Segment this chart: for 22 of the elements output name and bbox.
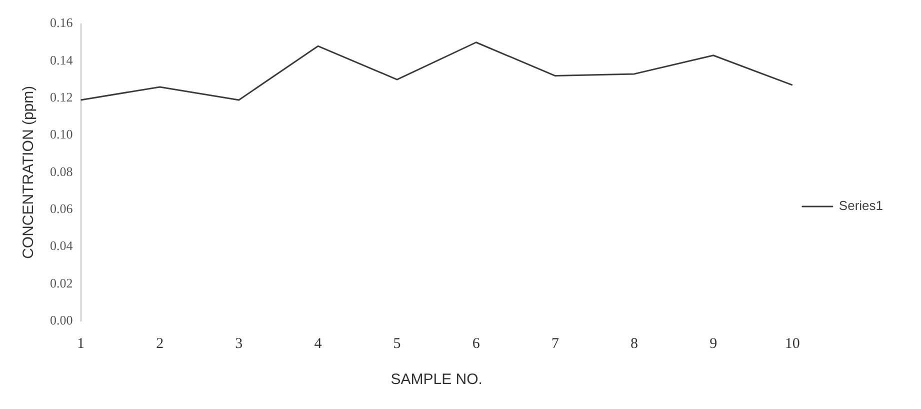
x-tick-label: 3 xyxy=(235,336,243,352)
x-tick-label: 8 xyxy=(630,336,638,352)
x-tick-label: 2 xyxy=(156,336,164,352)
y-tick-label: 0.12 xyxy=(50,90,73,105)
x-tick-label: 7 xyxy=(551,336,560,352)
y-tick-label: 0.06 xyxy=(50,200,74,216)
y-axis-title: CONCENTRATION (ppm) xyxy=(20,86,38,259)
y-tick-label: 0.04 xyxy=(50,238,74,254)
x-tick-label: 10 xyxy=(784,336,800,352)
x-tick-label: 4 xyxy=(314,336,322,352)
legend-label: Series1 xyxy=(838,198,883,214)
y-tick-label: 0.14 xyxy=(50,52,74,68)
x-tick-label: 9 xyxy=(710,336,718,352)
y-tick-label: 0.16 xyxy=(50,15,74,30)
x-tick-label: 5 xyxy=(393,336,401,352)
y-tick-label: 0.00 xyxy=(50,312,73,328)
x-axis-title: SAMPLE NO. xyxy=(390,371,482,388)
x-tick-label: 6 xyxy=(472,336,480,352)
y-tick-label: 0.08 xyxy=(50,164,73,179)
x-tick-label: 1 xyxy=(77,336,84,352)
y-tick-label: 0.02 xyxy=(50,275,73,290)
y-tick-label: 0.10 xyxy=(50,126,73,142)
